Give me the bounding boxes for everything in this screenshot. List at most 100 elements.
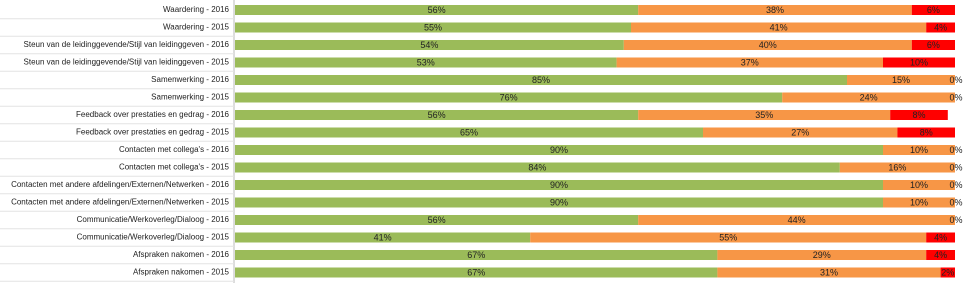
- bar-segment: [897, 127, 955, 138]
- data-label: 41%: [374, 232, 392, 242]
- data-label: 24%: [860, 92, 878, 102]
- bar-segment: [717, 250, 927, 260]
- data-label: 90%: [550, 197, 568, 207]
- data-label: 4%: [934, 22, 947, 32]
- data-label: 2%: [941, 267, 954, 277]
- data-label: 90%: [550, 180, 568, 190]
- data-label: 65%: [460, 127, 478, 137]
- bar-segment: [638, 110, 891, 120]
- y-tick-label: Feedback over prestaties en gedrag - 201…: [76, 128, 230, 137]
- data-label: 85%: [532, 75, 550, 85]
- bar-segment: [235, 92, 783, 103]
- data-label: 0%: [949, 145, 962, 155]
- data-label: 84%: [528, 162, 546, 172]
- data-label: 53%: [417, 57, 435, 67]
- bar-segment: [883, 145, 955, 155]
- y-tick-label: Feedback over prestaties en gedrag - 201…: [76, 110, 230, 119]
- data-label: 0%: [949, 162, 962, 172]
- data-label: 56%: [428, 215, 446, 225]
- y-tick-label: Contacten met andere afdelingen/Externen…: [11, 180, 229, 189]
- data-label: 0%: [949, 92, 962, 102]
- bar-segment: [926, 232, 955, 243]
- bar-segment: [235, 40, 624, 50]
- bar-segment: [883, 197, 955, 208]
- bar-segment: [911, 40, 955, 50]
- bar-segment: [890, 110, 948, 120]
- data-label: 67%: [467, 250, 485, 260]
- data-label: 55%: [424, 22, 442, 32]
- bar-segment: [926, 250, 955, 260]
- bar-segment: [638, 215, 955, 225]
- data-label: 90%: [550, 145, 568, 155]
- bar-segment: [703, 127, 898, 138]
- data-label: 27%: [791, 127, 809, 137]
- bar-segment: [235, 232, 531, 243]
- y-tick-label: Samenwerking - 2015: [151, 93, 229, 102]
- bar-segment: [235, 5, 639, 15]
- data-label: 8%: [912, 110, 925, 120]
- bar-segment: [911, 5, 955, 15]
- data-label: 56%: [428, 5, 446, 15]
- y-tick-label: Steun van de leidinggevende/Stijl van le…: [24, 40, 230, 49]
- data-label: 0%: [949, 75, 962, 85]
- data-label: 0%: [949, 197, 962, 207]
- data-label: 41%: [770, 22, 788, 32]
- data-label: 76%: [500, 92, 518, 102]
- bar-segment: [940, 267, 955, 278]
- y-tick-label: Afspraken nakomen - 2016: [133, 250, 230, 259]
- bar-segment: [623, 40, 912, 50]
- bar-segment: [235, 57, 617, 68]
- data-label: 55%: [719, 232, 737, 242]
- data-label: 10%: [910, 180, 928, 190]
- data-label: 44%: [788, 215, 806, 225]
- data-label: 0%: [949, 180, 962, 190]
- data-label: 6%: [927, 40, 940, 50]
- y-tick-label: Afspraken nakomen - 2015: [133, 268, 230, 277]
- data-label: 67%: [467, 267, 485, 277]
- bar-segment: [883, 57, 955, 68]
- bar-segment: [235, 127, 703, 138]
- data-label: 6%: [927, 5, 940, 15]
- y-tick-label: Communicatie/Werkoverleg/Dialoog - 2015: [77, 233, 230, 242]
- bar-segment: [235, 162, 840, 173]
- data-label: 0%: [949, 215, 962, 225]
- y-tick-label: Contacten met andere afdelingen/Externen…: [11, 198, 229, 207]
- y-tick-label: Samenwerking - 2016: [151, 75, 229, 84]
- bar-segment: [235, 197, 883, 208]
- bar-segment: [839, 162, 955, 173]
- bar-segment: [530, 232, 927, 243]
- bar-segment: [883, 180, 955, 190]
- bar-segment: [235, 180, 883, 190]
- data-label: 40%: [759, 40, 777, 50]
- data-label: 16%: [888, 162, 906, 172]
- y-tick-label: Waardering - 2016: [163, 5, 230, 14]
- data-label: 35%: [755, 110, 773, 120]
- y-tick-label: Contacten met collega's - 2015: [119, 163, 230, 172]
- y-tick-label: Communicatie/Werkoverleg/Dialoog - 2016: [77, 215, 230, 224]
- y-tick-label: Steun van de leidinggevende/Stijl van le…: [24, 58, 230, 67]
- bar-segment: [235, 75, 847, 85]
- bar-segment: [235, 267, 718, 278]
- bar-segment: [235, 22, 631, 33]
- data-label: 10%: [910, 197, 928, 207]
- data-label: 38%: [766, 5, 784, 15]
- bar-segment: [926, 22, 955, 33]
- bar-segment: [616, 57, 883, 68]
- data-label: 37%: [741, 57, 759, 67]
- bar-segment: [847, 75, 955, 85]
- bar-segment: [717, 267, 941, 278]
- bar-segment: [782, 92, 955, 103]
- y-tick-label: Contacten met collega's - 2016: [119, 145, 230, 154]
- data-label: 15%: [892, 75, 910, 85]
- bar-segment: [638, 5, 912, 15]
- data-label: 10%: [910, 57, 928, 67]
- y-tick-label: Waardering - 2015: [163, 23, 230, 32]
- bar-segment: [631, 22, 927, 33]
- data-label: 54%: [420, 40, 438, 50]
- data-label: 56%: [428, 110, 446, 120]
- bar-segment: [235, 215, 639, 225]
- bar-segment: [235, 110, 639, 120]
- data-label: 4%: [934, 232, 947, 242]
- data-label: 4%: [934, 250, 947, 260]
